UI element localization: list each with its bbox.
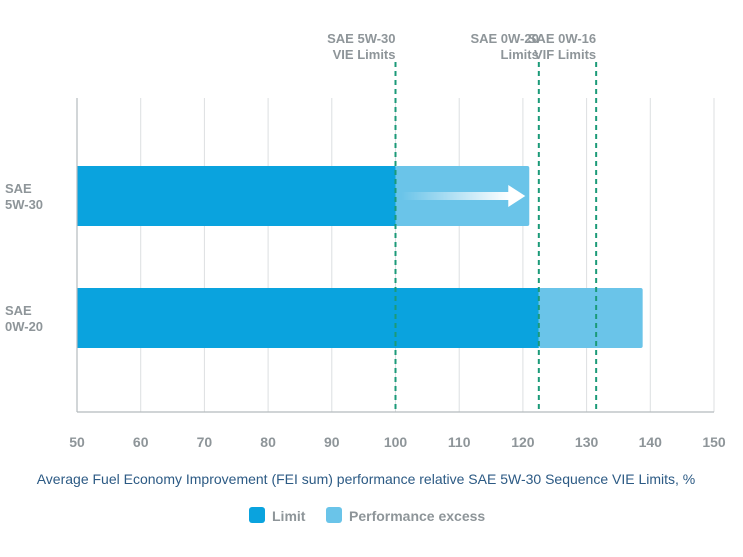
grid-lines bbox=[140, 98, 715, 412]
bar-excess-2 bbox=[538, 288, 643, 348]
x-tick-label-130: 130 bbox=[575, 434, 599, 450]
reference-label-1-line-2: VIE Limits bbox=[333, 47, 396, 62]
legend-label-limit: Limit bbox=[272, 508, 306, 524]
bar-limit-1 bbox=[77, 166, 396, 226]
bar-limit-2 bbox=[77, 288, 539, 348]
category-label-2-line-2: 0W-20 bbox=[5, 319, 43, 334]
x-tick-label-100: 100 bbox=[384, 434, 408, 450]
x-tick-label-60: 60 bbox=[133, 434, 149, 450]
x-axis-title: Average Fuel Economy Improvement (FEI su… bbox=[37, 471, 696, 487]
improvement-arrow-shaft bbox=[401, 192, 510, 200]
category-label-1-line-1: SAE bbox=[5, 181, 32, 196]
category-label-1-line-2: 5W-30 bbox=[5, 197, 43, 212]
x-tick-label-110: 110 bbox=[448, 434, 471, 450]
reference-label-2-line-1: SAE 0W-20 bbox=[470, 31, 538, 46]
reference-label-2-line-2: Limits bbox=[501, 47, 539, 62]
legend-label-excess: Performance excess bbox=[349, 508, 485, 524]
legend: Limit Performance excess bbox=[249, 507, 485, 524]
reference-label-3-line-2: VIF Limits bbox=[534, 47, 596, 62]
reference-lines bbox=[394, 62, 598, 412]
x-tick-label-50: 50 bbox=[69, 434, 85, 450]
x-tick-label-150: 150 bbox=[702, 434, 726, 450]
x-tick-label-80: 80 bbox=[260, 434, 276, 450]
axes bbox=[76, 98, 714, 413]
x-tick-label-90: 90 bbox=[324, 434, 340, 450]
x-tick-label-120: 120 bbox=[511, 434, 535, 450]
reference-label-1-line-1: SAE 5W-30 bbox=[327, 31, 395, 46]
x-tick-label-140: 140 bbox=[639, 434, 663, 450]
legend-swatch-excess bbox=[326, 507, 342, 523]
bars bbox=[77, 166, 643, 348]
legend-swatch-limit bbox=[249, 507, 265, 523]
reference-label-3-line-1: SAE 0W-16 bbox=[528, 31, 596, 46]
improvement-arrow-head bbox=[508, 185, 526, 207]
category-label-2-line-1: SAE bbox=[5, 303, 32, 318]
x-tick-label-70: 70 bbox=[197, 434, 213, 450]
